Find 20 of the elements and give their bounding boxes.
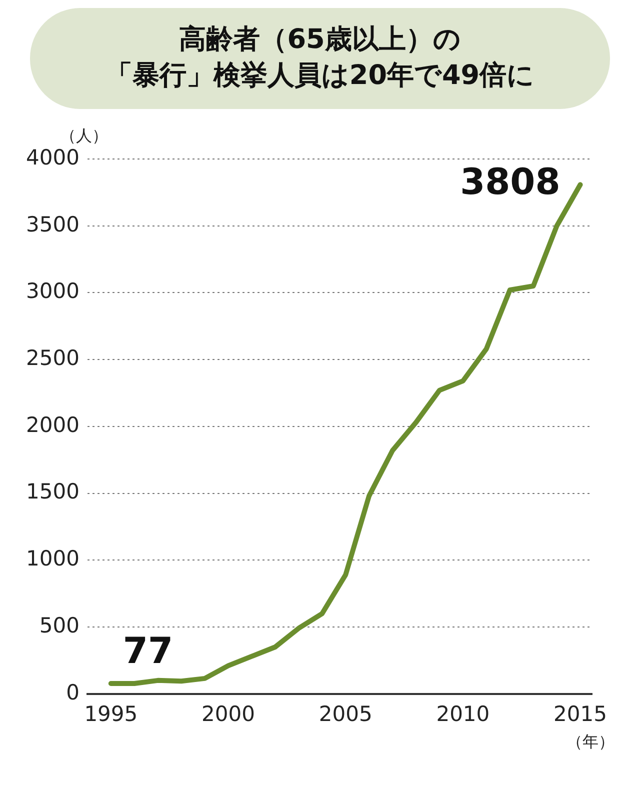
y-tick-label: 1000 (26, 546, 80, 570)
x-axis-title: （年） (566, 732, 614, 752)
x-tick-label: 2010 (436, 702, 490, 726)
y-tick-label: 2500 (26, 346, 80, 370)
y-tick-label: 3500 (26, 212, 80, 236)
y-tick-label: 0 (66, 680, 80, 704)
y-tick-label: 500 (39, 613, 80, 638)
annotation: 77 (122, 630, 174, 672)
x-tick-label: 2000 (202, 702, 255, 726)
x-tick-label: 2005 (318, 702, 372, 726)
y-tick-label: 4000 (26, 145, 80, 170)
y-tick-label: 2000 (26, 412, 80, 437)
x-tick-label: 1995 (84, 702, 138, 726)
annotation: 3808 (460, 162, 560, 203)
y-tick-label: 3000 (26, 279, 80, 304)
chart-subtitle: 「暴行」検挙人員は20年で49倍に (104, 59, 536, 94)
x-tick-label: 2015 (554, 702, 607, 726)
y-tick-label: 1500 (26, 480, 80, 504)
chart-title: 高齢者（65歳以上）の (178, 23, 462, 57)
y-axis-title: （人） (60, 126, 108, 146)
